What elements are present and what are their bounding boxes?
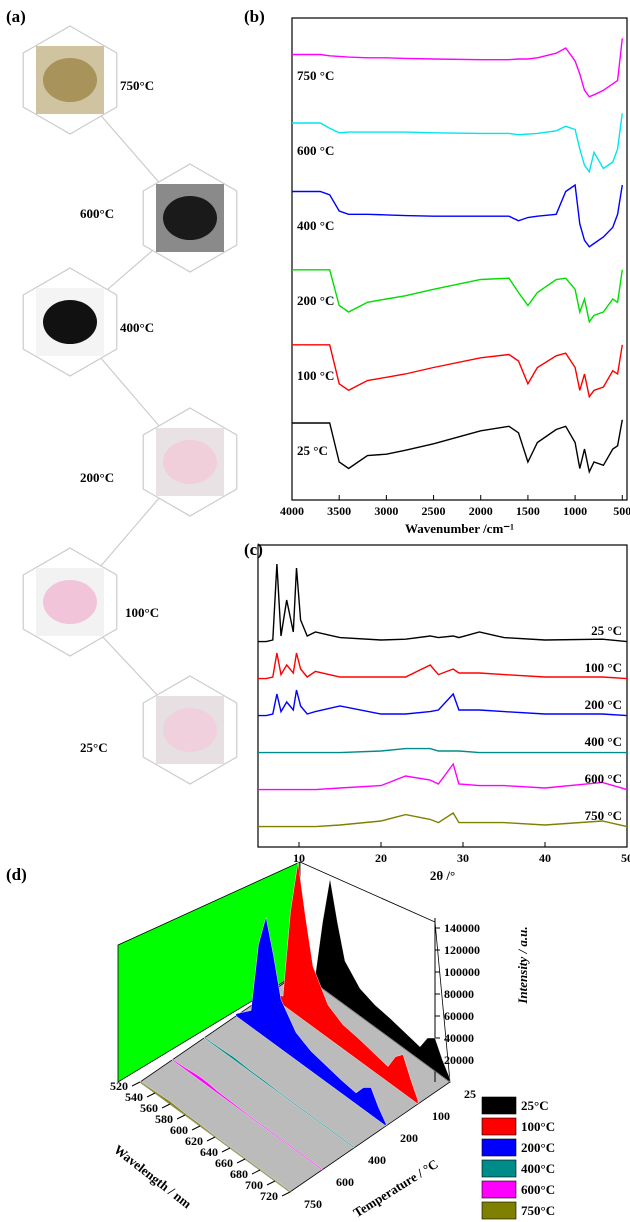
legend-swatch (482, 1202, 516, 1219)
z-tick-label: 80000 (444, 987, 474, 1001)
x-tick-label: 2000 (469, 504, 493, 518)
temperature-label: 200°C (80, 470, 114, 485)
series-label: 25 °C (591, 623, 622, 638)
legend-label: 200°C (521, 1140, 555, 1155)
x-tick (132, 1082, 140, 1086)
series-label: 400 °C (585, 734, 622, 749)
sample (43, 58, 97, 102)
series-label: 200 °C (297, 293, 334, 308)
legend-swatch (482, 1139, 516, 1156)
series-label: 200 °C (585, 697, 622, 712)
panel-label: (d) (6, 865, 27, 884)
plot-frame (292, 18, 627, 500)
x-axis-title: Wavelength / nm (111, 1142, 194, 1212)
x-tick-label: 1000 (563, 504, 587, 518)
x-tick (177, 1115, 185, 1119)
x-tick (207, 1137, 215, 1141)
legend-label: 25°C (521, 1098, 549, 1113)
series-label: 400 °C (297, 218, 334, 233)
x-tick-label: 3500 (327, 504, 351, 518)
y-tick-label: 200 (400, 1131, 418, 1145)
x-tick-label: 1500 (516, 504, 540, 518)
spectrum-line (258, 653, 627, 679)
sample (163, 708, 217, 752)
z-axis-title: Intensity / a.u. (515, 926, 530, 1004)
series-label: 600 °C (297, 143, 334, 158)
x-tick (282, 1192, 290, 1196)
figure: (a) (b) (c) (d) 750°C 600°C 400°C 200°C 100°… (0, 0, 630, 1222)
x-tick (267, 1181, 275, 1185)
y-tick-label: 100 (432, 1109, 450, 1123)
series-label: 25 °C (297, 443, 328, 458)
x-tick (237, 1159, 245, 1163)
spectrum-line (258, 564, 627, 642)
panel-label: (c) (244, 540, 263, 559)
x-tick-label: 720 (260, 1189, 278, 1203)
z-tick-label: 140000 (444, 921, 480, 935)
x-axis-title: 2θ /° (430, 868, 455, 883)
legend-swatch (482, 1097, 516, 1114)
spectrum-line (258, 764, 627, 790)
x-tick-label: 4000 (280, 504, 304, 518)
legend-label: 100°C (521, 1119, 555, 1134)
x-tick-label: 40 (539, 851, 551, 865)
spectrum-line (292, 38, 622, 97)
spectrum-line (292, 270, 622, 322)
sample (163, 196, 217, 240)
temperature-label: 600°C (80, 206, 114, 221)
x-tick-label: 20 (375, 851, 387, 865)
spectrum-line (292, 113, 622, 172)
x-tick-label: 2500 (422, 504, 446, 518)
x-tick (147, 1093, 155, 1097)
temperature-label: 100°C (125, 605, 159, 620)
spectrum-line (258, 749, 627, 753)
panel-label: (a) (6, 7, 26, 26)
series-label: 600 °C (585, 771, 622, 786)
legend-swatch (482, 1181, 516, 1198)
spectrum-line (258, 813, 627, 827)
sample (43, 580, 97, 624)
y-tick-label: 600 (336, 1175, 354, 1189)
x-tick (192, 1126, 200, 1130)
y-tick-label: 750 (304, 1197, 322, 1211)
x-tick-label: 30 (457, 851, 469, 865)
y-tick-label: 25 (464, 1087, 476, 1101)
z-tick-label: 60000 (444, 1009, 474, 1023)
sample (163, 440, 217, 484)
x-tick (252, 1170, 260, 1174)
temperature-label: 25°C (80, 740, 108, 755)
x-tick (162, 1104, 170, 1108)
legend-label: 600°C (521, 1182, 555, 1197)
legend-swatch (482, 1118, 516, 1135)
series-label: 100 °C (297, 368, 334, 383)
z-tick-label: 20000 (444, 1053, 474, 1067)
z-tick-label: 120000 (444, 943, 480, 957)
legend-label: 750°C (521, 1203, 555, 1218)
spectrum-line (258, 690, 627, 716)
series-label: 750 °C (585, 808, 622, 823)
spectrum-line (292, 420, 622, 472)
x-tick-label: 50 (621, 851, 630, 865)
legend-label: 400°C (521, 1161, 555, 1176)
panel-label: (b) (244, 7, 265, 26)
plot-frame (258, 545, 627, 847)
temperature-label: 750°C (120, 78, 154, 93)
z-tick-label: 40000 (444, 1031, 474, 1045)
y-axis-title: Temperature / °C (351, 1156, 441, 1220)
sample (43, 300, 97, 344)
y-tick-label: 400 (368, 1153, 386, 1167)
x-tick (222, 1148, 230, 1152)
spectrum-line (292, 345, 622, 397)
x-tick-label: 500 (613, 504, 630, 518)
temperature-label: 400°C (120, 320, 154, 335)
legend-swatch (482, 1160, 516, 1177)
x-tick-label: 3000 (374, 504, 398, 518)
z-tick-label: 100000 (444, 965, 480, 979)
series-label: 750 °C (297, 68, 334, 83)
spectrum-line (292, 185, 622, 247)
series-label: 100 °C (585, 660, 622, 675)
x-axis-title: Wavenumber /cm⁻¹ (405, 521, 514, 536)
